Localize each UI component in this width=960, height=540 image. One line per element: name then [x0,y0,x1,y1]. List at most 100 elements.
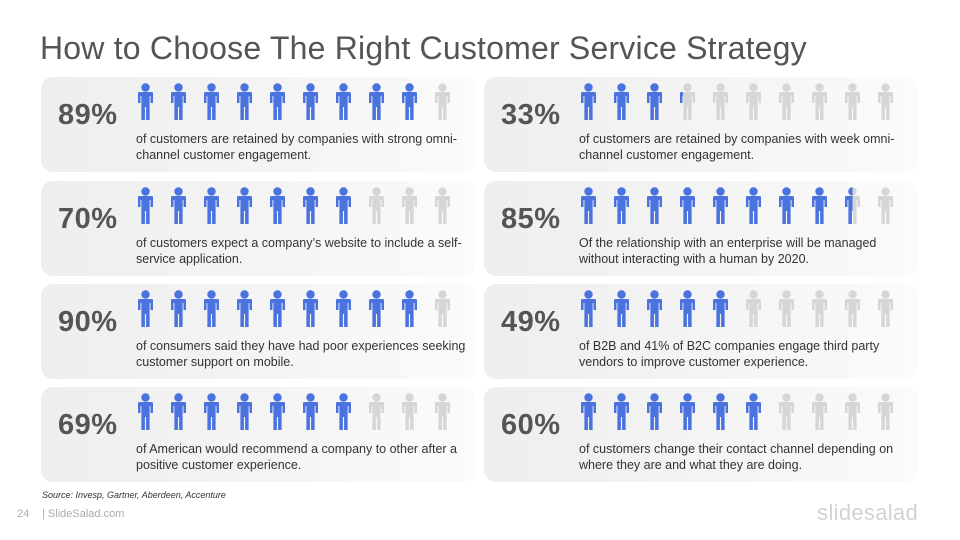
person-icon [270,83,285,120]
person-icon [614,290,629,327]
person-icon [402,187,417,224]
person-icon [581,290,596,327]
person-icon [812,187,827,224]
person-icon [303,187,318,224]
source-note: Source: Invesp, Gartner, Aberdeen, Accen… [42,490,226,500]
stat-description: of customers expect a company’s website … [136,236,462,266]
person-icon [779,393,794,430]
person-icon [270,187,285,224]
person-icon [680,290,695,327]
person-icon [138,393,153,430]
person-icon [204,290,219,327]
stat-percentage: 69% [58,409,118,441]
person-icon [402,393,417,430]
person-icon [237,290,252,327]
person-icon [878,187,893,224]
stat-percentage: 60% [501,409,561,441]
stat-description: of customers are retained by companies w… [136,132,457,162]
person-icon [171,290,186,327]
person-icon [171,187,186,224]
person-icon [845,290,860,327]
stat-percentage: 90% [58,306,118,338]
stat-description: of American would recommend a company to… [136,442,457,472]
person-icon [845,393,860,430]
person-icon [647,83,662,120]
person-icon [746,290,761,327]
person-icon [369,187,384,224]
person-icon [138,290,153,327]
stat-card-7: 69% of American would recommend a compan… [41,387,475,482]
person-icon [647,393,662,430]
person-icon [647,187,662,224]
person-icon [435,393,450,430]
person-icon [336,290,351,327]
person-icon [138,187,153,224]
person-icon [680,187,695,224]
pictogram-row [134,393,454,433]
person-icon [878,290,893,327]
person-icon [237,83,252,120]
stat-card-6: 49% of B2B and 41% of B2C companies enga… [484,284,918,379]
person-icon [647,290,662,327]
stat-percentage: 85% [501,203,561,235]
person-icon [204,393,219,430]
person-icon [171,393,186,430]
person-icon [746,187,761,224]
person-icon [713,393,728,430]
person-icon [369,290,384,327]
person-icon [614,83,629,120]
person-icon [614,393,629,430]
person-icon [812,83,827,120]
person-icon [171,83,186,120]
person-icon [779,187,794,224]
person-icon [746,83,761,120]
pictogram-row [134,83,454,123]
person-icon [581,83,596,120]
person-icon [303,393,318,430]
stat-description: of B2B and 41% of B2C companies engage t… [579,339,880,369]
person-icon [369,393,384,430]
pictogram-row [577,290,897,330]
stat-card-8: 60% of customers change their contact ch… [484,387,918,482]
person-icon [713,83,728,120]
person-icon [680,83,695,120]
person-icon [878,83,893,120]
person-icon [713,187,728,224]
person-icon [878,393,893,430]
stat-percentage: 89% [58,99,118,131]
stat-card-1: 89% of customers are retained by compani… [41,77,475,172]
person-icon [746,393,761,430]
person-icon [336,393,351,430]
person-icon [237,393,252,430]
person-icon [369,83,384,120]
stat-description: of consumers said they have had poor exp… [136,339,466,369]
person-icon [845,83,860,120]
person-icon [713,290,728,327]
person-icon [336,83,351,120]
person-icon [138,83,153,120]
pictogram-row [134,187,454,227]
person-icon [402,290,417,327]
pictogram-row [134,290,454,330]
person-icon [581,187,596,224]
person-icon [779,290,794,327]
person-icon [270,393,285,430]
pictogram-row [577,83,897,123]
person-icon [435,290,450,327]
person-icon [812,393,827,430]
pictogram-row [577,393,897,433]
stat-percentage: 33% [501,99,561,131]
person-icon [237,187,252,224]
stat-card-2: 33% of customers are retained by compani… [484,77,918,172]
person-icon [680,393,695,430]
stat-description: Of the relationship with an enterprise w… [579,236,877,266]
person-icon [204,83,219,120]
person-icon [303,290,318,327]
stat-card-5: 90% of consumers said they have had poor… [41,284,475,379]
site-link[interactable]: | SlideSalad.com [42,508,125,520]
stat-card-4: 85% Of the relationship with an enterpri… [484,181,918,276]
person-icon [435,83,450,120]
page-title: How to Choose The Right Customer Service… [40,30,807,66]
person-icon [303,83,318,120]
stat-percentage: 49% [501,306,561,338]
